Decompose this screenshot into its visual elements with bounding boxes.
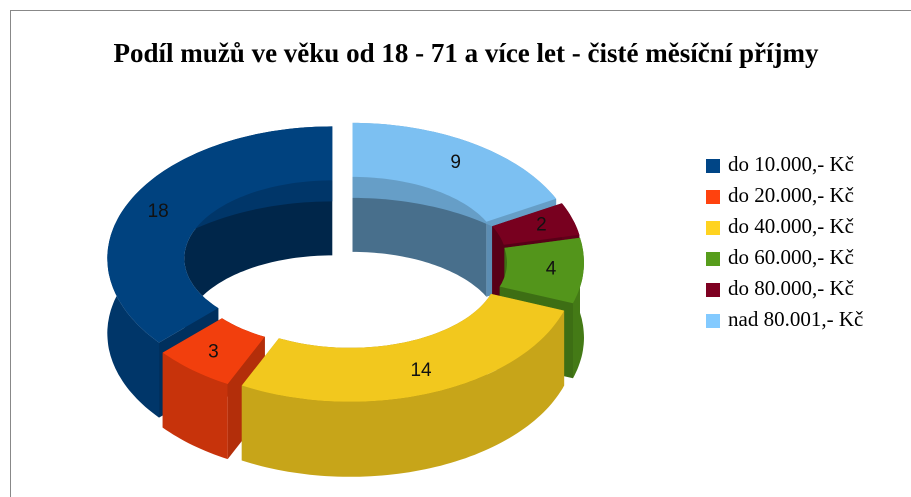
slice-outer-wall [241, 310, 565, 477]
data-label: 14 [410, 360, 432, 381]
slice [107, 126, 333, 343]
data-label: 2 [536, 215, 547, 236]
data-label: 3 [208, 341, 219, 362]
legend-swatch [706, 252, 720, 266]
chart-title: Podíl mužů ve věku od 18 - 71 a více let… [114, 38, 819, 68]
legend-swatch [706, 190, 720, 204]
slice [162, 318, 265, 385]
data-label: 4 [546, 258, 557, 279]
legend: do 10.000,- Kč do 20.000,- Kč do 40.000,- … [706, 152, 863, 331]
slice-outer-wall [162, 352, 228, 460]
slice [499, 237, 584, 304]
legend-label: do 80.000,- Kč [728, 276, 854, 300]
legend-swatch [706, 221, 720, 235]
data-label: 9 [450, 152, 461, 173]
legend-swatch [706, 159, 720, 173]
legend-swatch [706, 283, 720, 297]
legend-label: do 10.000,- Kč [728, 152, 854, 176]
slice [241, 293, 565, 402]
legend-label: do 60.000,- Kč [728, 245, 854, 269]
donut: 18 3 14 4 2 9 [107, 122, 584, 477]
data-label: 18 [148, 201, 169, 222]
slice [352, 122, 557, 222]
slice-inner-wall [184, 180, 333, 384]
legend-label: nad 80.001,- Kč [728, 307, 863, 331]
legend-swatch [706, 314, 720, 328]
slice [492, 203, 580, 245]
legend-label: do 40.000,- Kč [728, 214, 854, 238]
legend-label: do 20.000,- Kč [728, 183, 854, 207]
